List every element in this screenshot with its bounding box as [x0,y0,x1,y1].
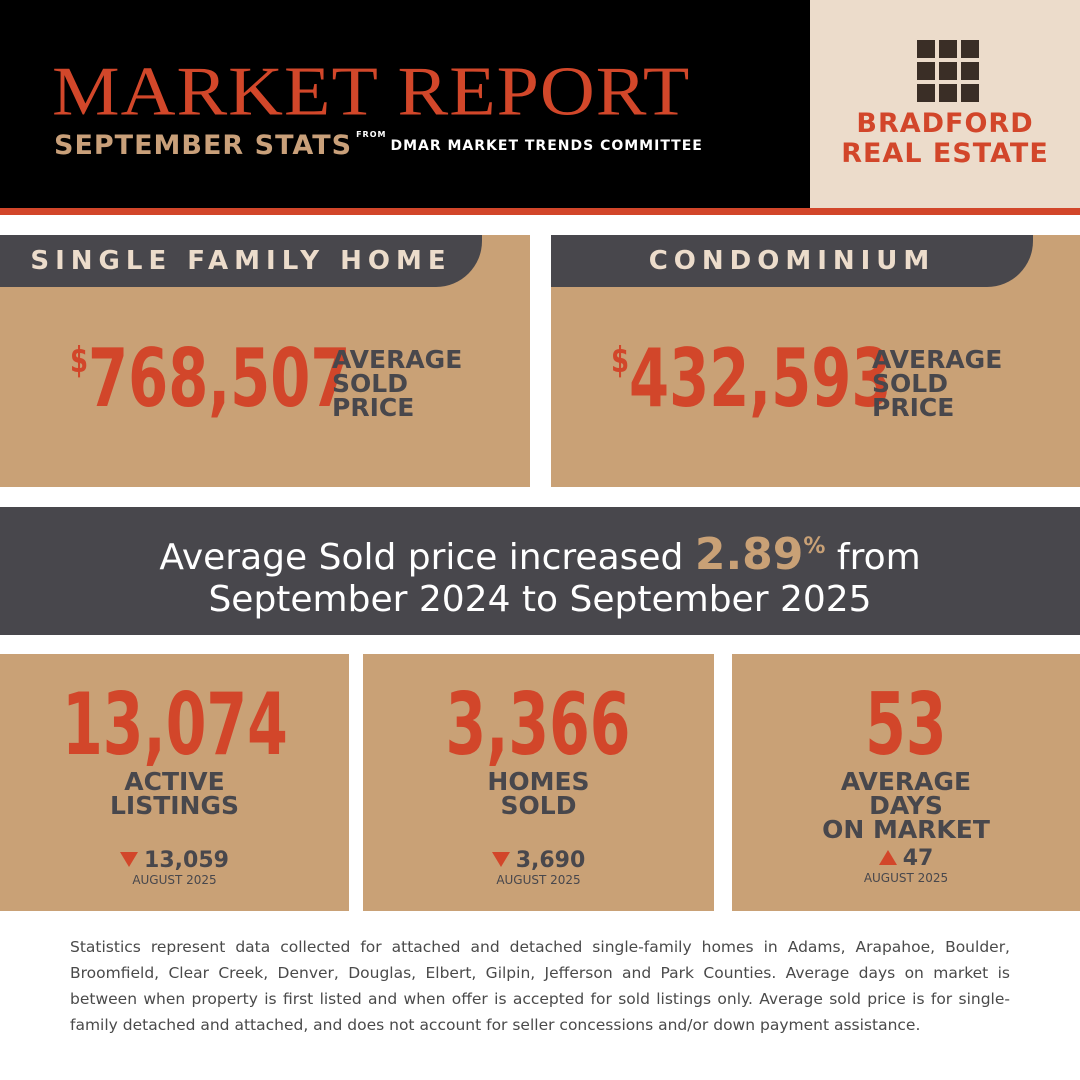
card-tab: CONDOMINIUM [551,235,1033,287]
currency: $ [70,340,89,381]
previous: 13,059 [0,848,349,873]
logo-text: REAL ESTATE [841,138,1049,169]
previous-value: 3,690 [515,848,586,873]
logo-text: BRADFORD [856,108,1034,139]
stat-label: HOMES SOLD [363,767,714,820]
stat-label: ACTIVE LISTINGS [0,767,349,820]
period: AUGUST 2025 [132,873,217,887]
previous-value: 13,059 [144,848,229,873]
amount: 768,507 [88,332,351,425]
card-tab: SINGLE FAMILY HOME [0,235,482,287]
divider [0,208,1080,215]
banner-unit: % [803,534,826,559]
previous-value: 47 [902,846,934,871]
subtitle: SEPTEMBER STATS [54,130,353,161]
caption-line: AVERAGE [872,345,1003,374]
period: AUGUST 2025 [496,873,581,887]
trend-arrow [120,852,139,867]
banner-line: Average Sold price increased 2.89% from [0,526,1080,579]
stat-value: 3,366 [446,675,631,775]
currency: $ [611,340,630,381]
caption-line: PRICE [872,393,955,422]
stat-label: AVERAGE DAYS ON MARKET [732,767,1080,844]
price-value: $768,507 [70,332,350,425]
header [0,0,810,208]
stat-value: 13,074 [61,675,288,775]
stat-label-line: DAYS [869,791,943,820]
banner-line: September 2024 to September 2025 [208,579,872,620]
stat-card: 53 AVERAGE DAYS ON MARKET 47 AUGUST 2025 [732,654,1080,911]
banner: Average Sold price increased 2.89% from … [0,507,1080,635]
caption: AVERAGE SOLD PRICE [332,345,463,422]
price: $768,507 [70,332,459,425]
caption-line: SOLD [332,369,408,398]
previous: 3,690 [363,848,714,873]
amount: 432,593 [629,332,892,425]
stat-card: 13,074 ACTIVE LISTINGS 13,059 AUGUST 2025 [0,654,349,911]
footnote: Statistics represent data collected for … [70,938,1010,1034]
logo-mark [917,40,979,102]
logo-panel [810,0,1080,208]
period: AUGUST 2025 [863,871,949,885]
banner-value: 2.89 [694,529,804,580]
trend-arrow [878,850,897,865]
stat-card: 3,366 HOMES SOLD 3,690 AUGUST 2025 [363,654,714,911]
previous: 47 [732,846,1080,871]
trend-arrow [491,852,510,867]
source: DMAR MARKET TRENDS COMMITTEE [390,138,703,154]
stat-label-line: HOMES [487,767,590,796]
stat-label-line: ACTIVE [124,767,225,796]
title: MARKET REPORT [52,52,691,131]
caption-line: AVERAGE [332,345,463,374]
banner-text: Average Sold price increased [159,537,684,578]
price: $432,593 [611,332,1000,425]
caption-line: PRICE [332,393,415,422]
price-value: $432,593 [611,332,891,425]
caption-line: SOLD [872,369,948,398]
banner-text: from [836,537,921,578]
stat-label-line: ON MARKET [822,815,990,844]
stat-label-line: SOLD [500,791,577,820]
caption: AVERAGE SOLD PRICE [872,345,1003,422]
subtitle-row: SEPTEMBER STATS FROMDMAR MARKET TRENDS CO… [54,130,703,161]
stat-label-line: AVERAGE [840,767,972,796]
stat-label-line: LISTINGS [109,791,240,820]
stat-value: 53 [865,675,947,775]
source-prefix: FROM [356,130,387,139]
